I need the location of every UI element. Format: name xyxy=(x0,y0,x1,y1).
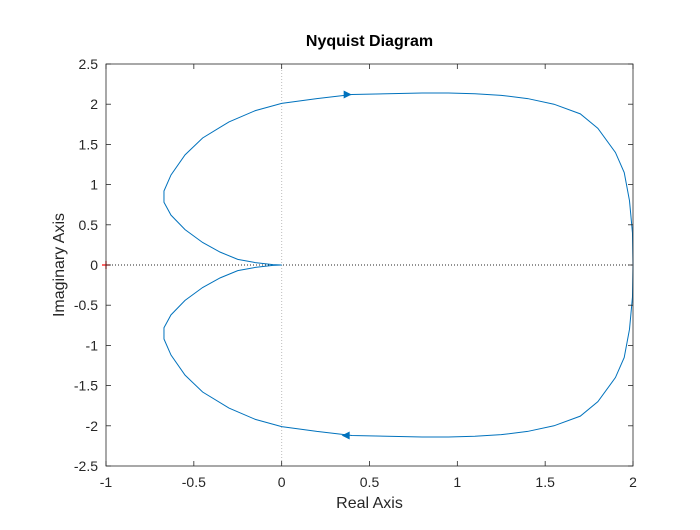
x-axis-label: Real Axis xyxy=(336,495,403,512)
x-tick-label: 2 xyxy=(629,474,637,490)
y-tick-label: -2.5 xyxy=(74,458,98,474)
x-tick-label: 0 xyxy=(278,474,286,490)
direction-arrow-right xyxy=(343,90,352,99)
y-tick-label: -0.5 xyxy=(74,297,98,313)
y-tick-label: -1 xyxy=(86,337,99,353)
nyquist-curve-positive-0 xyxy=(163,92,634,266)
y-tick-label: 0 xyxy=(90,257,98,273)
y-tick-label: -1.5 xyxy=(74,378,98,394)
y-tick-label: 2.5 xyxy=(79,56,99,72)
direction-arrow-left xyxy=(341,431,350,440)
nyquist-curves xyxy=(163,92,634,438)
y-tick-label: -2 xyxy=(86,418,99,434)
x-tick-label: -1 xyxy=(100,474,113,490)
chart-title: Nyquist Diagram xyxy=(306,33,433,50)
y-tick-label: 1 xyxy=(90,177,98,193)
y-tick-label: 1.5 xyxy=(79,136,99,152)
direction-arrows xyxy=(341,90,352,440)
x-axis-ticks: -1 -0.5 0 0.5 1 1.5 2 xyxy=(100,64,637,490)
x-tick-label: 0.5 xyxy=(360,474,380,490)
y-tick-label: 2 xyxy=(90,96,98,112)
y-tick-label: 0.5 xyxy=(79,217,99,233)
x-tick-label: 1.5 xyxy=(535,474,555,490)
x-tick-label: -0.5 xyxy=(182,474,206,490)
nyquist-curve-negative-0 xyxy=(163,264,634,438)
x-tick-label: 1 xyxy=(453,474,461,490)
y-axis-ticks: 2.5 2 1.5 1 0.5 0 -0.5 -1 -1.5 -2 -2.5 xyxy=(74,56,633,474)
y-axis-label: Imaginary Axis xyxy=(51,213,68,317)
